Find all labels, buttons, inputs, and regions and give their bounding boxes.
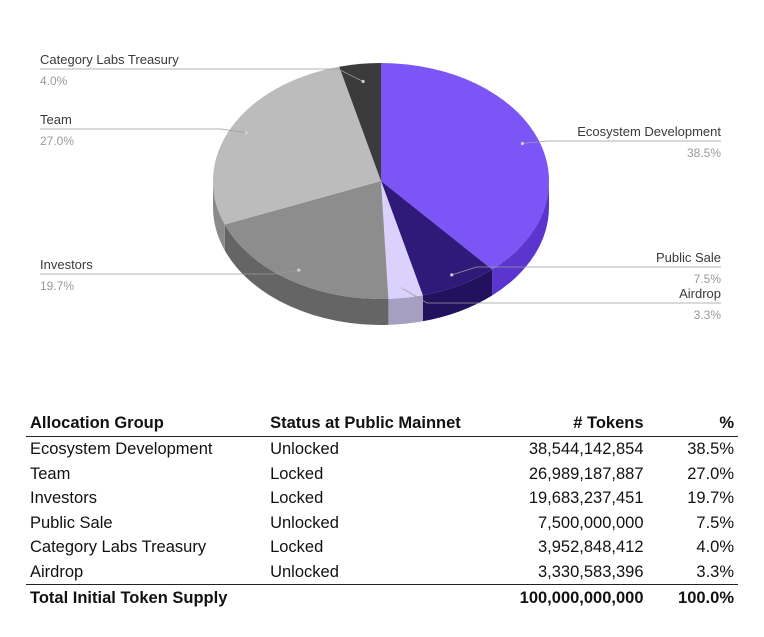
pie-side-investors [224,224,389,326]
leader-line [40,269,299,275]
row-percent: 7.5% [696,513,734,532]
leader-dot [244,131,248,135]
leader-line [40,68,364,82]
callout-airdrop: Airdrop 3.3% [400,286,721,322]
header-status: Status at Public Mainnet [266,410,472,437]
table-row: Airdrop Unlocked 3,330,583,396 3.3% [26,560,738,585]
pie-slice-public-sale [381,181,493,296]
pie-labels: Ecosystem Development 38.5% Public Sale 7.5… [40,52,721,322]
leader-line [40,128,247,134]
callout-team: Team 27.0% [40,112,248,148]
slice-percent-label: 3.3% [694,308,722,322]
row-group: Ecosystem Development [30,440,213,458]
row-tokens: 19,683,237,451 [528,489,644,507]
pie-side-team [213,181,225,251]
table-row: Category Labs Treasury Locked 3,952,848,… [26,535,738,560]
callout-ecosystem-development: Ecosystem Development 38.5% [520,124,721,160]
slice-percent-label: 27.0% [40,134,74,148]
leader-line [522,140,721,144]
leader-line [401,287,721,304]
slice-percent-label: 7.5% [694,272,722,286]
pie-side-airdrop [388,295,423,325]
pie-slice-team [212,66,381,225]
pie-slice-ecosystem-development [381,63,549,270]
row-tokens: 26,989,187,887 [528,464,644,483]
slice-percent-label: 4.0% [40,74,68,88]
slice-percent-label: 38.5% [687,146,721,160]
row-status: Locked [270,489,324,507]
row-status: Unlocked [270,562,339,581]
row-group: Category Labs Treasury [30,538,207,556]
row-percent: 19.7% [687,489,734,507]
callout-category-labs-treasury: Category Labs Treasury 4.0% [40,52,365,88]
row-status: Locked [270,464,324,483]
allocation-table: Allocation Group Status at Public Mainne… [26,410,738,611]
row-percent: 38.5% [687,440,734,458]
leader-dot [361,79,365,84]
callout-investors: Investors 19.7% [40,257,301,293]
slice-label: Category Labs Treasury [40,52,179,67]
header-allocation-group: Allocation Group [26,410,267,437]
total-label: Total Initial Token Supply [26,584,267,611]
row-tokens: 38,544,142,854 [528,440,644,458]
total-tokens: 100,000,000,000 [472,584,648,611]
pie-slice-investors [224,181,389,299]
slice-percent-label: 19.7% [40,279,74,293]
row-tokens: 3,330,583,396 [538,562,644,581]
row-group: Airdrop [30,562,84,581]
row-group: Investors [30,489,97,507]
leader-dot [400,286,404,290]
row-status: Unlocked [270,440,339,458]
row-status: Locked [270,538,324,556]
callout-public-sale: Public Sale 7.5% [450,250,721,286]
leader-line [451,266,721,276]
allocation-pie-chart: Ecosystem Development 38.5% Public Sale 7.5… [40,52,721,326]
table-row: Public Sale Unlocked 7,500,000,000 7.5% [26,511,738,536]
table-header-row: Allocation Group Status at Public Mainne… [26,410,738,437]
row-group: Public Sale [30,513,113,532]
pie-slice-airdrop [381,181,423,299]
leader-dot [450,273,454,277]
pie-chart-svg: Ecosystem Development 38.5% Public Sale 7.5… [40,52,721,326]
header-percent: % [647,410,738,437]
pie-slices [212,63,549,299]
slice-label: Investors [40,257,93,272]
row-tokens: 7,500,000,000 [538,513,644,532]
row-status: Unlocked [270,513,339,532]
total-status [266,584,472,611]
table-row: Team Locked 26,989,187,887 27.0% [26,462,738,487]
header-tokens: # Tokens [472,410,648,437]
table-row: Investors Locked 19,683,237,451 19.7% [26,486,738,511]
leader-dot [520,141,525,146]
row-group: Team [30,464,71,483]
row-percent: 27.0% [687,464,734,483]
row-tokens: 3,952,848,412 [538,538,644,556]
row-percent: 4.0% [696,538,734,556]
slice-label: Team [40,112,72,127]
table-total-row: Total Initial Token Supply 100,000,000,0… [26,584,738,611]
slice-label: Public Sale [656,250,721,265]
total-percent: 100.0% [647,584,738,611]
slice-label: Ecosystem Development [577,124,721,139]
leader-dot [297,268,301,272]
row-percent: 3.3% [696,562,734,581]
table-row: Ecosystem Development Unlocked 38,544,14… [26,437,738,462]
pie-side-public-sale [422,269,493,322]
slice-label: Airdrop [679,286,721,301]
pie-slice-category-labs-treasury [339,63,381,181]
